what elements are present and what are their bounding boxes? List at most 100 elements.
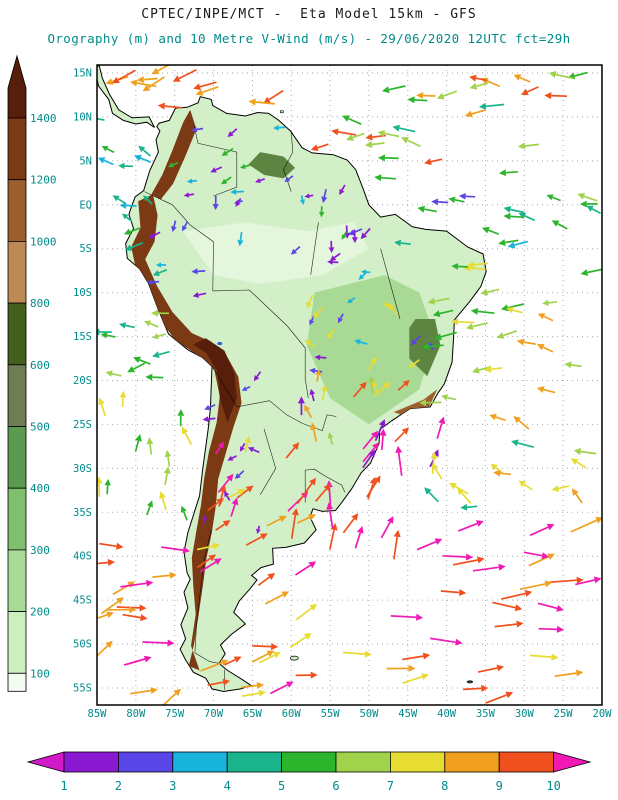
wind-colorbar: 1 2 3 4 5 6 7 8 9 10: [26, 751, 592, 793]
wind-arrow: [529, 523, 555, 537]
wind-arrow: [571, 488, 583, 504]
wind-arrow: [164, 450, 172, 467]
wind-arrow: [498, 169, 519, 177]
wind-arrow: [351, 229, 358, 244]
wind-arrow: [463, 684, 489, 692]
wind-arrow: [516, 338, 536, 346]
wind-arrow: [342, 115, 362, 125]
wind-arrow: [177, 409, 185, 427]
wind-arrow: [360, 227, 371, 240]
wind-arrow: [546, 194, 561, 202]
wind-scale-label: 10: [546, 779, 560, 793]
orography-colorbar: 1400 1200 1000 800 600 500 400 300 200 100: [7, 54, 57, 692]
wind-arrow: [326, 328, 336, 339]
wind-arrow: [257, 573, 276, 586]
wind-arrow: [224, 656, 242, 666]
wind-arrow: [321, 189, 328, 204]
wind-arrow: [366, 475, 381, 498]
wind-arrow: [202, 514, 208, 524]
wind-arrow: [390, 613, 424, 621]
wind-arrow: [258, 652, 281, 664]
wind-scale-label: 1: [60, 779, 67, 793]
wind-arrow: [484, 365, 503, 373]
wind-arrow: [193, 81, 217, 91]
wind-arrow: [123, 227, 141, 235]
wind-arrow: [374, 174, 397, 182]
wind-arrow: [151, 309, 170, 317]
wind-arrow: [481, 226, 500, 235]
wind-arrow: [244, 436, 251, 453]
wind-arrow: [306, 294, 314, 309]
wind-arrow: [120, 579, 154, 588]
wind-arrow: [304, 193, 314, 199]
lat-label: 40S: [73, 551, 92, 563]
lon-label: 65W: [243, 708, 263, 720]
wind-arrow: [469, 82, 489, 90]
wind-arrow: [432, 309, 454, 318]
wind-arrow: [315, 369, 322, 382]
lon-label: 85W: [88, 708, 108, 720]
wind-arrow: [434, 331, 457, 341]
lat-label: 10S: [73, 287, 92, 299]
wind-arrow: [146, 279, 160, 285]
lat-label: 15N: [73, 68, 92, 80]
wind-arrow: [518, 212, 536, 222]
wind-arrow: [485, 691, 514, 704]
wind-arrow: [451, 318, 475, 326]
wind-arrow: [253, 371, 262, 382]
wind-arrow: [564, 361, 582, 369]
wind-arrow: [402, 652, 431, 661]
wind-arrow: [119, 390, 127, 407]
wind-arrow: [314, 354, 327, 361]
wind-arrow: [419, 399, 442, 407]
wind-arrow: [397, 379, 410, 391]
wind-arrow: [284, 175, 294, 182]
wind-arrow: [337, 313, 344, 324]
amazon-lowland: [182, 222, 369, 284]
lat-label: 15S: [73, 331, 92, 343]
coastal-range: [393, 389, 438, 417]
wind-arrow: [218, 485, 227, 507]
wind-arrow: [362, 449, 376, 469]
lon-label: 20W: [593, 708, 613, 720]
wind-arrow: [354, 526, 364, 549]
wind-arrow: [138, 145, 151, 157]
wind-arrow: [548, 71, 574, 80]
wind-arrow: [470, 307, 495, 315]
wind-arrow: [296, 477, 316, 504]
wind-arrow: [130, 79, 157, 88]
wind-arrow: [467, 261, 489, 269]
wind-arrow: [464, 109, 486, 118]
wind-arrow: [255, 178, 265, 183]
wind-arrow: [457, 487, 472, 504]
wind-arrow: [196, 554, 217, 569]
wind-arrow: [290, 245, 301, 255]
wind-arrow: [157, 102, 183, 110]
wind-arrow: [159, 491, 167, 511]
lat-label: 20S: [73, 375, 92, 387]
wind-arrow: [436, 416, 446, 439]
wind-arrow: [191, 268, 206, 275]
wind-arrow: [342, 650, 372, 658]
central-america-landmass: [97, 65, 155, 128]
wind-arrow: [143, 195, 153, 205]
wind-scale-label: 4: [224, 779, 231, 793]
wind-arrow: [152, 571, 177, 579]
orography-scale-label: 600: [30, 359, 50, 372]
wind-arrow: [341, 231, 348, 240]
wind-arrow: [112, 581, 136, 596]
wind-arrow: [97, 476, 103, 497]
wind-arrow: [416, 92, 436, 99]
wind-arrow: [212, 195, 219, 211]
lon-label: 60W: [282, 708, 302, 720]
lon-label: 80W: [126, 708, 146, 720]
land-layer: [97, 65, 487, 693]
wind-arrow: [498, 239, 519, 246]
wind-arrow: [440, 589, 467, 596]
lon-label: 40W: [437, 708, 457, 720]
wind-arrow: [270, 681, 294, 695]
wind-arrow: [304, 404, 313, 419]
wind-arrow: [496, 330, 518, 339]
wind-arrow: [362, 430, 378, 450]
wind-arrow: [511, 439, 535, 449]
